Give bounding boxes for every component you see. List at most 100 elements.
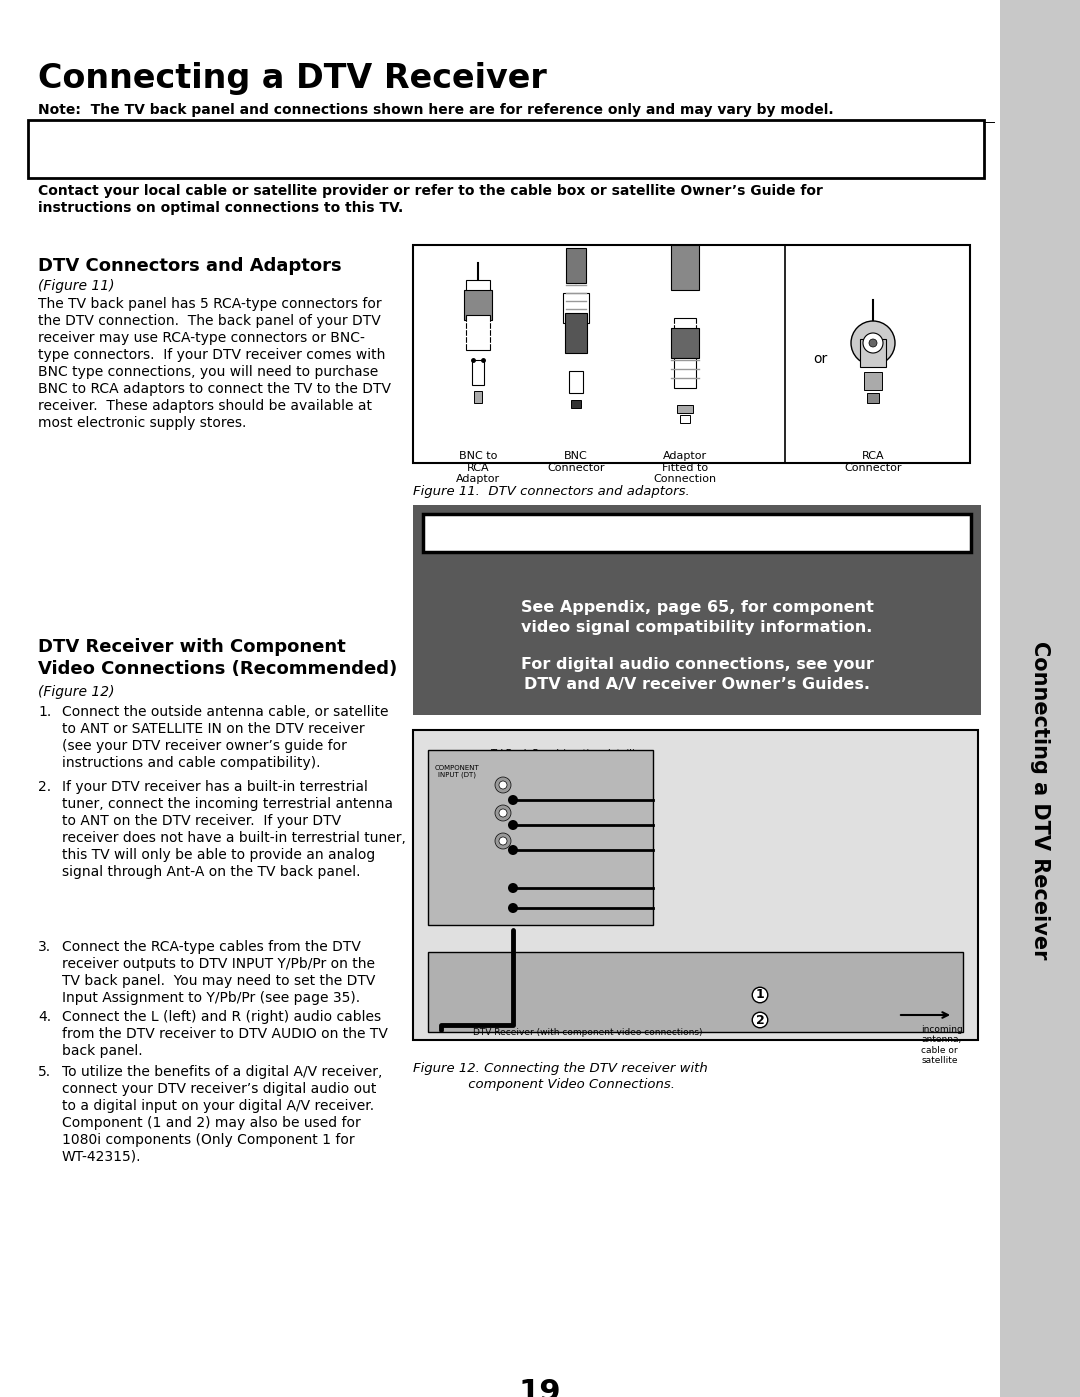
Bar	[464, 291, 492, 320]
Circle shape	[869, 339, 877, 346]
Bar	[1000, 0, 1080, 1397]
Bar	[413, 244, 970, 462]
Circle shape	[508, 902, 518, 914]
Bar	[472, 360, 484, 386]
Text: Note:  The TV back panel and connections shown here are for reference only and m: Note: The TV back panel and connections …	[38, 103, 834, 117]
Circle shape	[508, 883, 518, 893]
Text: receiver.  These adaptors should be available at: receiver. These adaptors should be avail…	[38, 400, 372, 414]
Text: See Appendix, page 65, for component: See Appendix, page 65, for component	[521, 599, 874, 615]
Bar	[565, 313, 588, 353]
Bar	[674, 358, 696, 388]
Text: TV back panel.  You may need to set the DTV: TV back panel. You may need to set the D…	[62, 974, 376, 988]
Text: Input Assignment to Y/Pb/Pr (see page 35).: Input Assignment to Y/Pb/Pr (see page 35…	[62, 990, 360, 1004]
Circle shape	[495, 805, 511, 821]
Text: 4.: 4.	[38, 1010, 51, 1024]
Circle shape	[863, 332, 883, 353]
Text: Figure 11.  DTV connectors and adaptors.: Figure 11. DTV connectors and adaptors.	[413, 485, 690, 497]
Text: TV Back Panel (section detail): TV Back Panel (section detail)	[490, 747, 636, 759]
Circle shape	[508, 795, 518, 805]
Text: DTV Receiver with Component: DTV Receiver with Component	[38, 638, 346, 657]
Text: (Figure 11): (Figure 11)	[38, 279, 114, 293]
Text: BNC: BNC	[564, 451, 588, 461]
Text: receiver may use RCA-type connectors or BNC-: receiver may use RCA-type connectors or …	[38, 331, 365, 345]
Bar	[413, 731, 978, 1039]
Text: to ANT on the DTV receiver.  If your DTV: to ANT on the DTV receiver. If your DTV	[62, 814, 341, 828]
Text: Connect the RCA-type cables from the DTV: Connect the RCA-type cables from the DTV	[62, 940, 361, 954]
Text: Connector: Connector	[845, 462, 902, 474]
Bar	[563, 293, 589, 323]
Bar	[413, 504, 981, 715]
Text: 2.: 2.	[38, 780, 51, 793]
Bar	[677, 405, 693, 414]
Text: this TV will only be able to provide an analog: this TV will only be able to provide an …	[62, 848, 375, 862]
Circle shape	[499, 837, 507, 845]
Text: Connecting a DTV Receiver: Connecting a DTV Receiver	[1030, 641, 1050, 960]
Text: the DTV connection.  The back panel of your DTV: the DTV connection. The back panel of yo…	[38, 314, 381, 328]
Circle shape	[499, 809, 507, 817]
Text: Connector: Connector	[548, 462, 605, 474]
Circle shape	[508, 820, 518, 830]
Text: BNC to RCA adaptors to connect the TV to the DTV: BNC to RCA adaptors to connect the TV to…	[38, 381, 391, 395]
Text: from the DTV receiver to DTV AUDIO on the TV: from the DTV receiver to DTV AUDIO on th…	[62, 1027, 388, 1041]
Circle shape	[851, 321, 895, 365]
Text: Adaptor: Adaptor	[456, 474, 500, 483]
Bar	[867, 393, 879, 402]
Text: Connect the outside antenna cable, or satellite: Connect the outside antenna cable, or sa…	[62, 705, 389, 719]
Circle shape	[495, 833, 511, 849]
Text: connect your DTV receiver’s digital audio out: connect your DTV receiver’s digital audi…	[62, 1083, 376, 1097]
Text: I M P O R T A N T: I M P O R T A N T	[566, 517, 828, 545]
Text: to a digital input on your digital A/V receiver.: to a digital input on your digital A/V r…	[62, 1099, 374, 1113]
Text: most electronic supply stores.: most electronic supply stores.	[38, 416, 246, 430]
Circle shape	[495, 777, 511, 793]
Bar	[428, 750, 653, 925]
Bar	[864, 372, 882, 390]
Text: Figure 12. Connecting the DTV receiver with: Figure 12. Connecting the DTV receiver w…	[413, 1062, 707, 1076]
Text: to ANT or SATELLITE IN on the DTV receiver: to ANT or SATELLITE IN on the DTV receiv…	[62, 722, 365, 736]
Bar	[571, 400, 581, 408]
Bar	[28, 120, 984, 177]
Text: Component (1 and 2) may also be used for: Component (1 and 2) may also be used for	[62, 1116, 361, 1130]
Text: DTV Receiver (with component video connections): DTV Receiver (with component video conne…	[473, 1028, 703, 1037]
Text: incoming
antenna,
cable or
satellite: incoming antenna, cable or satellite	[921, 1025, 963, 1065]
Bar	[680, 415, 690, 423]
Text: receiver outputs to DTV INPUT Y/Pb/Pr on the: receiver outputs to DTV INPUT Y/Pb/Pr on…	[62, 957, 375, 971]
Text: instructions and cable compatibility).: instructions and cable compatibility).	[62, 756, 321, 770]
Text: Contact your local cable or satellite provider or refer to the cable box or sate: Contact your local cable or satellite pr…	[38, 184, 823, 198]
Text: receiver does not have a built-in terrestrial tuner,: receiver does not have a built-in terres…	[62, 831, 406, 845]
Text: Connect the L (left) and R (right) audio cables: Connect the L (left) and R (right) audio…	[62, 1010, 381, 1024]
Circle shape	[499, 781, 507, 789]
Circle shape	[508, 845, 518, 855]
Text: To utilize the benefits of a digital A/V receiver,: To utilize the benefits of a digital A/V…	[62, 1065, 382, 1078]
Text: BNC type connections, you will need to purchase: BNC type connections, you will need to p…	[38, 365, 378, 379]
Text: (see your DTV receiver owner’s guide for: (see your DTV receiver owner’s guide for	[62, 739, 347, 753]
Text: RCA: RCA	[862, 451, 885, 461]
Text: Connecting a DTV Receiver: Connecting a DTV Receiver	[38, 61, 546, 95]
Text: 2: 2	[756, 1013, 765, 1027]
Text: type connectors.  If your DTV receiver comes with: type connectors. If your DTV receiver co…	[38, 348, 386, 362]
Text: DTV Connectors and Adaptors: DTV Connectors and Adaptors	[38, 257, 341, 275]
Text: component Video Connections.: component Video Connections.	[413, 1078, 675, 1091]
Text: The TV back panel has 5 RCA-type connectors for: The TV back panel has 5 RCA-type connect…	[38, 298, 381, 312]
Text: video signal compatibility information.: video signal compatibility information.	[522, 620, 873, 636]
Text: 1: 1	[756, 989, 765, 1002]
Text: tuner, connect the incoming terrestrial antenna: tuner, connect the incoming terrestrial …	[62, 798, 393, 812]
Text: Video Connections (Recommended): Video Connections (Recommended)	[38, 659, 397, 678]
Text: Fitted to: Fitted to	[662, 462, 708, 474]
Text: signal through Ant-A on the TV back panel.: signal through Ant-A on the TV back pane…	[62, 865, 361, 879]
Text: 5.: 5.	[38, 1065, 51, 1078]
Text: instructions on optimal connections to this TV.: instructions on optimal connections to t…	[38, 201, 403, 215]
Text: For digital audio connections, see your: For digital audio connections, see your	[521, 657, 874, 672]
Bar	[569, 372, 583, 393]
Bar	[860, 339, 886, 367]
Text: back panel.: back panel.	[62, 1044, 143, 1058]
Text: Adaptor: Adaptor	[663, 451, 707, 461]
Bar	[465, 314, 490, 351]
Text: DTV and A/V receiver Owner’s Guides.: DTV and A/V receiver Owner’s Guides.	[524, 678, 870, 692]
Text: Connection: Connection	[653, 474, 716, 483]
Bar	[465, 279, 490, 300]
Text: or: or	[813, 352, 827, 366]
Text: 19: 19	[518, 1377, 562, 1397]
Bar	[674, 319, 696, 338]
Bar	[423, 514, 971, 552]
Text: (Figure 12): (Figure 12)	[38, 685, 114, 698]
